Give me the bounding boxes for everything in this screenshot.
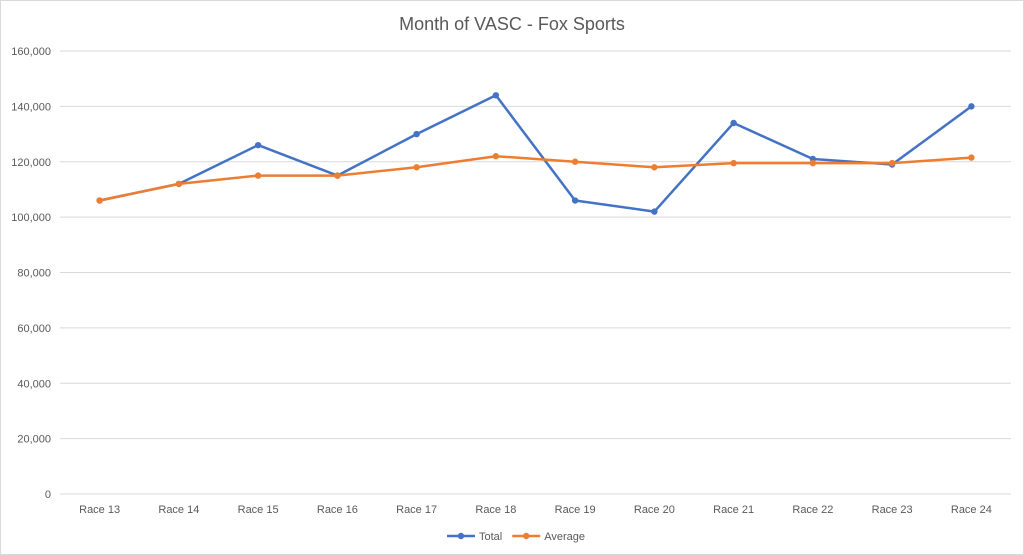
series-lines bbox=[96, 92, 975, 215]
x-tick-label: Race 21 bbox=[713, 504, 754, 516]
x-tick-label: Race 13 bbox=[79, 504, 120, 516]
y-tick-label: 160,000 bbox=[11, 46, 51, 58]
y-tick-label: 100,000 bbox=[11, 212, 51, 224]
x-tick-label: Race 15 bbox=[238, 504, 279, 516]
data-point bbox=[651, 164, 658, 171]
series-line bbox=[98, 154, 973, 202]
data-point bbox=[651, 208, 658, 215]
x-axis-ticks: Race 13 Race 14 Race 15 Race 16 Race 17 Race … bbox=[79, 504, 992, 516]
x-tick-label: Race 18 bbox=[475, 504, 516, 516]
y-tick-label: 120,000 bbox=[11, 157, 51, 169]
legend-item: Average bbox=[512, 531, 585, 543]
legend: Total Average bbox=[447, 531, 585, 543]
data-point bbox=[254, 141, 262, 149]
x-tick-label: Race 14 bbox=[158, 504, 199, 516]
gridlines bbox=[60, 50, 1011, 495]
legend-marker bbox=[523, 532, 530, 540]
data-point bbox=[730, 119, 737, 127]
legend-marker bbox=[457, 532, 465, 540]
x-tick-label: Race 17 bbox=[396, 504, 437, 516]
data-point bbox=[730, 159, 737, 167]
legend-label: Total bbox=[479, 531, 502, 543]
y-tick-label: 40,000 bbox=[17, 378, 51, 390]
data-point bbox=[809, 159, 817, 167]
data-point bbox=[334, 172, 341, 179]
x-tick-label: Race 19 bbox=[555, 504, 596, 516]
data-point bbox=[254, 172, 262, 179]
x-tick-label: Race 20 bbox=[634, 504, 675, 516]
data-point bbox=[175, 180, 183, 188]
x-tick-label: Race 24 bbox=[951, 504, 992, 516]
data-point bbox=[571, 158, 579, 165]
x-tick-label: Race 22 bbox=[792, 504, 833, 516]
data-point bbox=[413, 164, 420, 171]
y-tick-label: 60,000 bbox=[17, 323, 51, 335]
data-point bbox=[888, 159, 896, 167]
data-point bbox=[968, 154, 975, 161]
y-tick-label: 0 bbox=[45, 489, 51, 501]
y-tick-label: 20,000 bbox=[17, 434, 51, 446]
data-point bbox=[968, 103, 975, 110]
data-point bbox=[571, 197, 579, 204]
y-axis-ticks: 0 20,000 40,000 60,000 80,000 100,000 120,000 1… bbox=[11, 46, 51, 501]
data-point bbox=[96, 197, 103, 204]
data-point bbox=[413, 130, 420, 138]
data-point bbox=[492, 153, 500, 160]
y-tick-label: 140,000 bbox=[11, 101, 51, 113]
legend-item: Total bbox=[447, 531, 502, 543]
series-average bbox=[96, 153, 975, 204]
chart-title: Month of VASC - Fox Sports bbox=[399, 14, 625, 34]
y-tick-label: 80,000 bbox=[17, 268, 51, 280]
x-tick-label: Race 23 bbox=[872, 504, 913, 516]
x-tick-label: Race 16 bbox=[317, 504, 358, 516]
legend-label: Average bbox=[544, 531, 585, 543]
series-total bbox=[96, 92, 975, 215]
series-line bbox=[98, 94, 973, 213]
data-point bbox=[492, 92, 500, 99]
